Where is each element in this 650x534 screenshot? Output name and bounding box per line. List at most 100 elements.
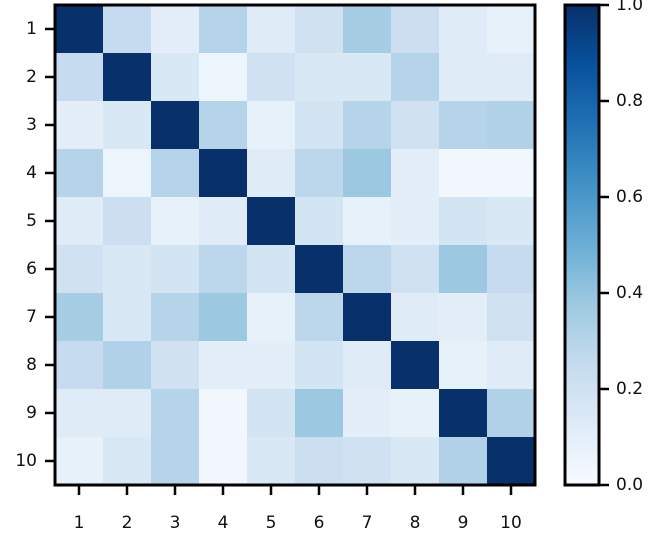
- colorbar-tick-label: 0.6: [616, 187, 643, 207]
- heatmap-cell: [199, 101, 248, 150]
- heatmap-cell: [103, 389, 152, 438]
- heatmap-cell: [439, 389, 488, 438]
- heatmap-cell: [199, 53, 248, 102]
- heatmap-cell: [343, 101, 392, 150]
- heatmap-cell: [55, 197, 104, 246]
- heatmap-cell: [487, 389, 536, 438]
- heatmap-cell: [295, 341, 344, 390]
- heatmap-cell: [391, 341, 440, 390]
- y-tick-label: 6: [26, 259, 37, 279]
- heatmap-cell: [391, 5, 440, 54]
- heatmap-cell: [295, 293, 344, 342]
- heatmap-cell: [487, 197, 536, 246]
- heatmap-cell: [151, 101, 200, 150]
- heatmap-cell: [103, 293, 152, 342]
- heatmap-cell: [55, 341, 104, 390]
- x-tick-label: 5: [266, 513, 277, 533]
- heatmap-cell: [439, 53, 488, 102]
- heatmap-cell: [439, 293, 488, 342]
- colorbar-tick-label: 0.8: [616, 91, 643, 111]
- heatmap-cell: [55, 53, 104, 102]
- y-tick-label: 9: [26, 403, 37, 423]
- heatmap-cell: [199, 341, 248, 390]
- heatmap-cell: [391, 293, 440, 342]
- heatmap-cell: [199, 245, 248, 294]
- heatmap-cell: [55, 245, 104, 294]
- heatmap-cell: [487, 149, 536, 198]
- heatmap-cell: [247, 293, 296, 342]
- heatmap-cell: [391, 437, 440, 486]
- heatmap-cell: [199, 293, 248, 342]
- heatmap-cell: [55, 101, 104, 150]
- heatmap-cell: [103, 5, 152, 54]
- heatmap-cell: [55, 149, 104, 198]
- heatmap-cell: [55, 437, 104, 486]
- heatmap-cell: [151, 149, 200, 198]
- heatmap-cell: [343, 341, 392, 390]
- heatmap-cell: [295, 389, 344, 438]
- heatmap-cell: [295, 101, 344, 150]
- heatmap-cell: [295, 197, 344, 246]
- heatmap-cell: [199, 389, 248, 438]
- heatmap-cell: [487, 437, 536, 486]
- heatmap-cell: [343, 5, 392, 54]
- heatmap-cell: [391, 389, 440, 438]
- heatmap-cell: [247, 245, 296, 294]
- heatmap-cell: [103, 341, 152, 390]
- heatmap-cell: [439, 5, 488, 54]
- heatmap-cell: [199, 437, 248, 486]
- heatmap-cell: [103, 437, 152, 486]
- heatmap-cell: [151, 53, 200, 102]
- heatmap-cell: [151, 5, 200, 54]
- y-tick-label: 8: [26, 355, 37, 375]
- heatmap-cell: [103, 53, 152, 102]
- heatmap-cell: [343, 293, 392, 342]
- heatmap-cell: [151, 245, 200, 294]
- heatmap-cell: [151, 341, 200, 390]
- heatmap-cell: [199, 5, 248, 54]
- heatmap-cell: [343, 53, 392, 102]
- heatmap-cell: [55, 389, 104, 438]
- heatmap-cell: [487, 293, 536, 342]
- heatmap-cell: [103, 245, 152, 294]
- heatmap-cell: [439, 341, 488, 390]
- heatmap-cell: [391, 245, 440, 294]
- heatmap-cell: [151, 437, 200, 486]
- heatmap-cell: [103, 149, 152, 198]
- y-tick-label: 10: [15, 451, 37, 471]
- y-tick-label: 3: [26, 115, 37, 135]
- heatmap-cell: [55, 293, 104, 342]
- colorbar-tick-label: 0.4: [616, 283, 643, 303]
- heatmap-cell: [247, 149, 296, 198]
- x-tick-label: 6: [314, 513, 325, 533]
- heatmap-cell: [247, 437, 296, 486]
- x-tick-label: 8: [410, 513, 421, 533]
- heatmap: [55, 5, 536, 486]
- heatmap-cell: [343, 245, 392, 294]
- heatmap-cell: [487, 245, 536, 294]
- heatmap-cell: [439, 245, 488, 294]
- heatmap-cell: [391, 53, 440, 102]
- x-tick-label: 7: [362, 513, 373, 533]
- heatmap-cell: [439, 437, 488, 486]
- heatmap-cell: [103, 197, 152, 246]
- x-tick-label: 10: [500, 513, 522, 533]
- plot-frame: [53, 3, 537, 487]
- heatmap-cell: [343, 149, 392, 198]
- x-tick-label: 9: [458, 513, 469, 533]
- heatmap-cell: [199, 149, 248, 198]
- heatmap-cell: [151, 389, 200, 438]
- colorbar: [563, 3, 601, 487]
- x-tick-label: 4: [218, 513, 229, 533]
- x-tick-label: 2: [122, 513, 133, 533]
- heatmap-cell: [151, 197, 200, 246]
- heatmap-cell: [391, 197, 440, 246]
- heatmap-cell: [247, 53, 296, 102]
- y-tick-label: 5: [26, 211, 37, 231]
- heatmap-cell: [199, 197, 248, 246]
- colorbar-tick-label: 0.0: [616, 475, 643, 495]
- y-tick-label: 1: [26, 19, 37, 39]
- heatmap-cell: [487, 101, 536, 150]
- heatmap-cell: [343, 389, 392, 438]
- heatmap-cell: [391, 149, 440, 198]
